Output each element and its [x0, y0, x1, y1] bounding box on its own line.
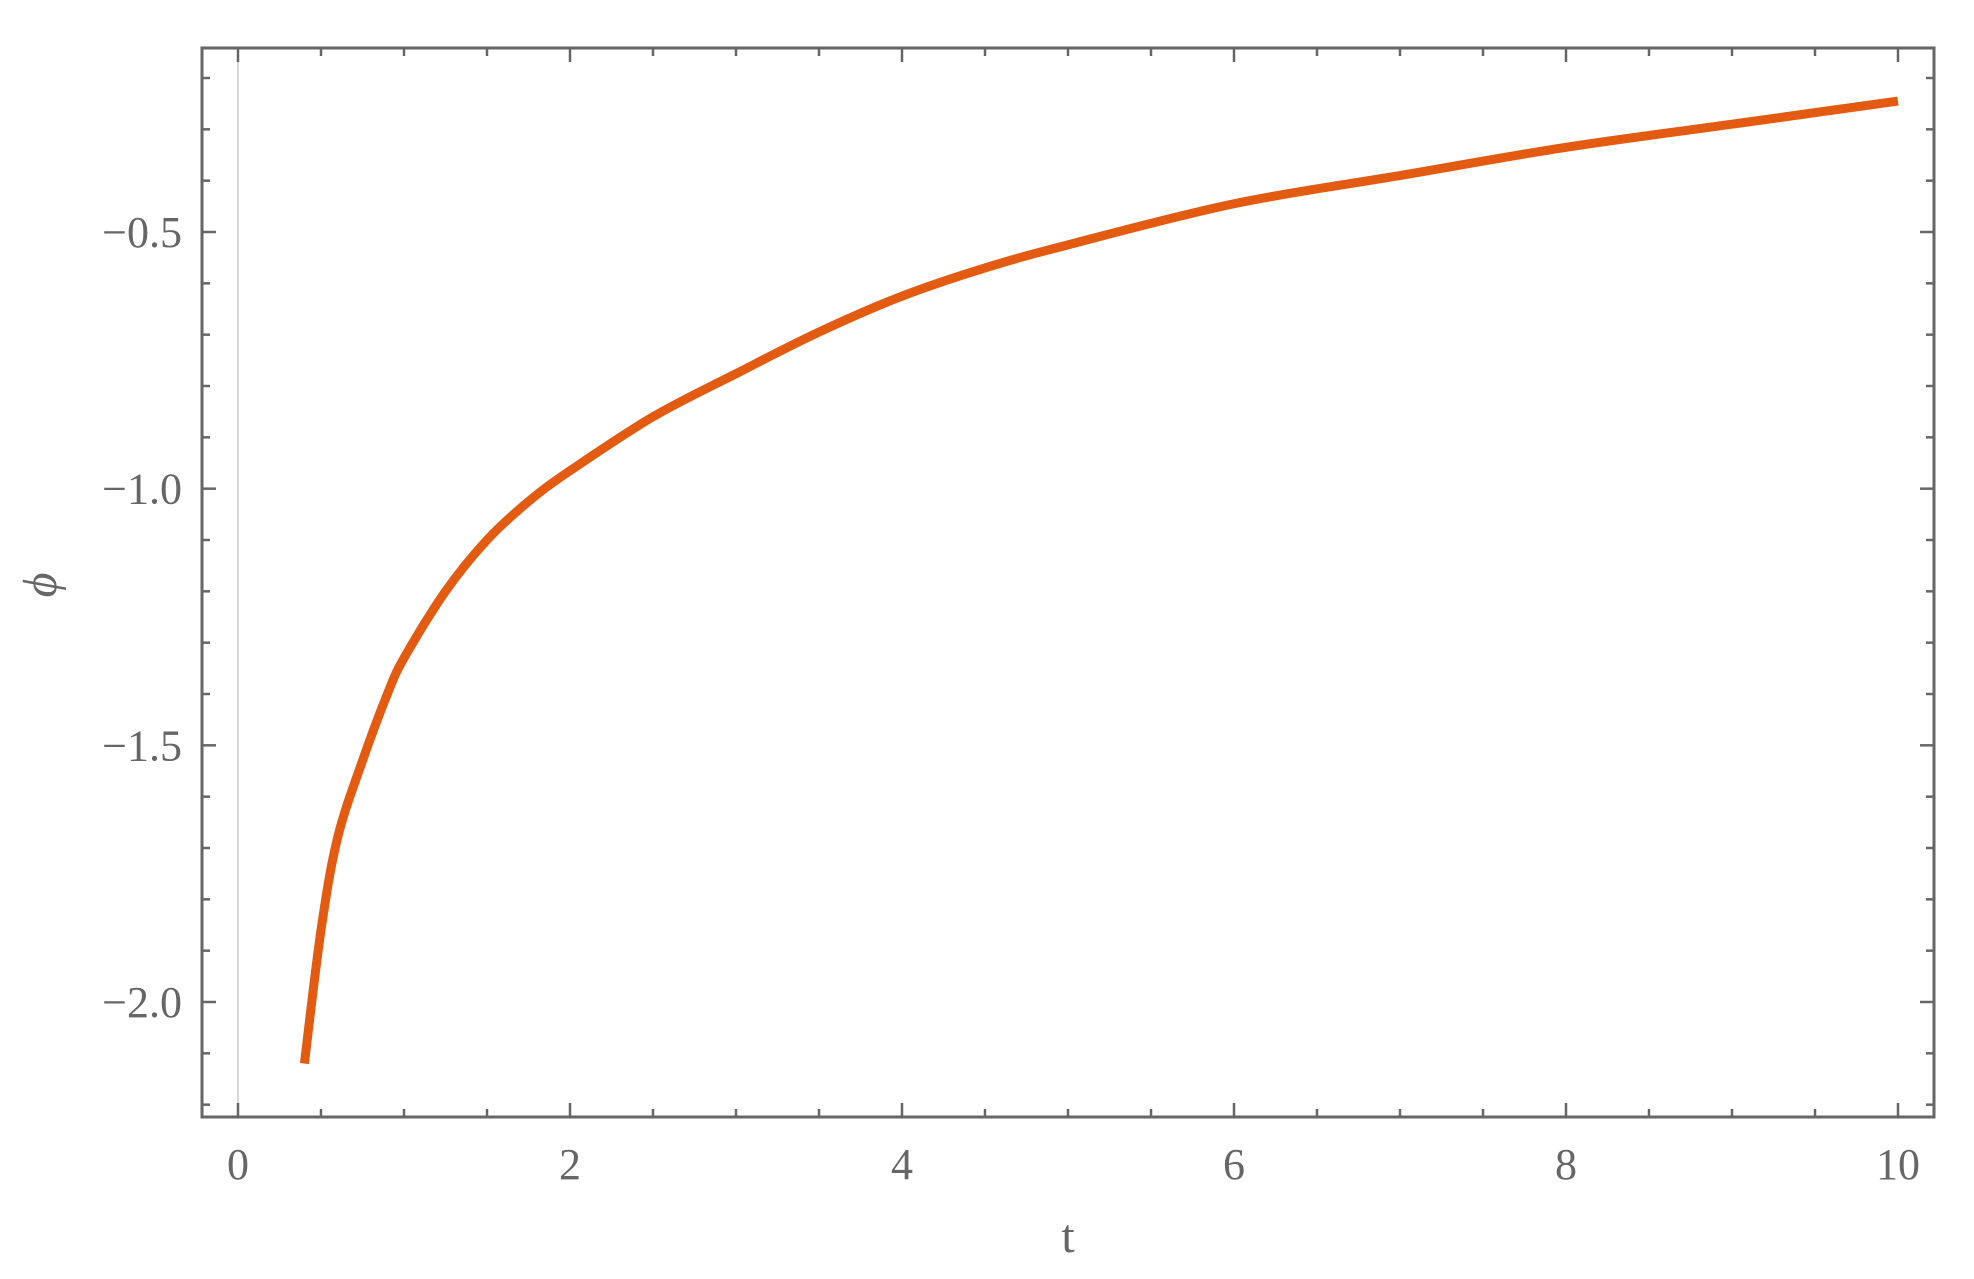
- plot-frame: [200, 46, 1936, 1119]
- y-tick-label: −1.0: [102, 465, 182, 514]
- x-tick-label: 4: [891, 1140, 913, 1189]
- x-tick-label: 8: [1555, 1140, 1577, 1189]
- y-tick-label: −1.5: [102, 721, 182, 770]
- x-tick-label: 0: [227, 1140, 249, 1189]
- y-tick-label: −2.0: [102, 978, 182, 1027]
- series-line: [299, 96, 1899, 1065]
- x-axis-label: t: [1061, 1210, 1075, 1263]
- y-axis-label: ϕ: [14, 573, 67, 598]
- y-tick-label: −0.5: [102, 208, 182, 257]
- x-tick-label: 2: [559, 1140, 581, 1189]
- x-tick-label: 10: [1876, 1140, 1920, 1189]
- x-tick-label: 6: [1223, 1140, 1245, 1189]
